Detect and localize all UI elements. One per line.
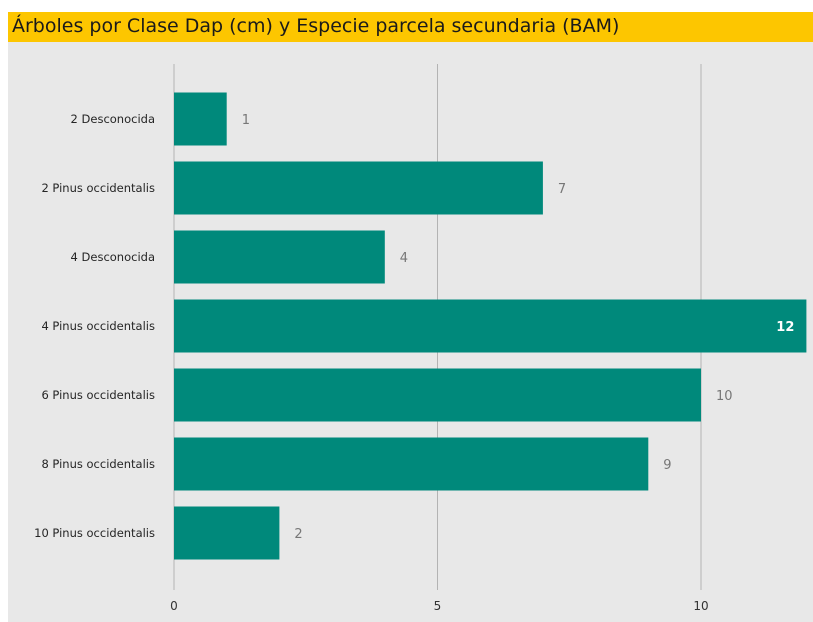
data-label: 7 [558,182,566,197]
category-label: 4 Pinus occidentalis [41,319,155,333]
bar [174,437,649,491]
chart-title: Árboles por Clase Dap (cm) y Especie par… [12,15,620,37]
bar [174,92,227,146]
category-label: 8 Pinus occidentalis [41,457,155,471]
data-label: 12 [776,320,794,335]
category-label: 2 Desconocida [71,112,155,126]
data-label: 9 [663,458,671,473]
data-label: 2 [294,527,302,542]
category-label: 4 Desconocida [71,250,155,264]
x-tick-label: 5 [434,599,442,613]
category-label: 2 Pinus occidentalis [41,181,155,195]
bar [174,230,385,284]
data-label: 1 [242,113,250,128]
category-label: 10 Pinus occidentalis [34,526,155,540]
data-label: 4 [400,251,408,266]
bar [174,299,807,353]
bar [174,161,543,215]
x-tick-label: 10 [693,599,708,613]
bar [174,368,701,422]
x-tick-label: 0 [170,599,178,613]
data-label: 10 [716,389,733,404]
category-label: 6 Pinus occidentalis [41,388,155,402]
chart-title-bar: Árboles por Clase Dap (cm) y Especie par… [8,12,813,42]
bar [174,506,280,560]
